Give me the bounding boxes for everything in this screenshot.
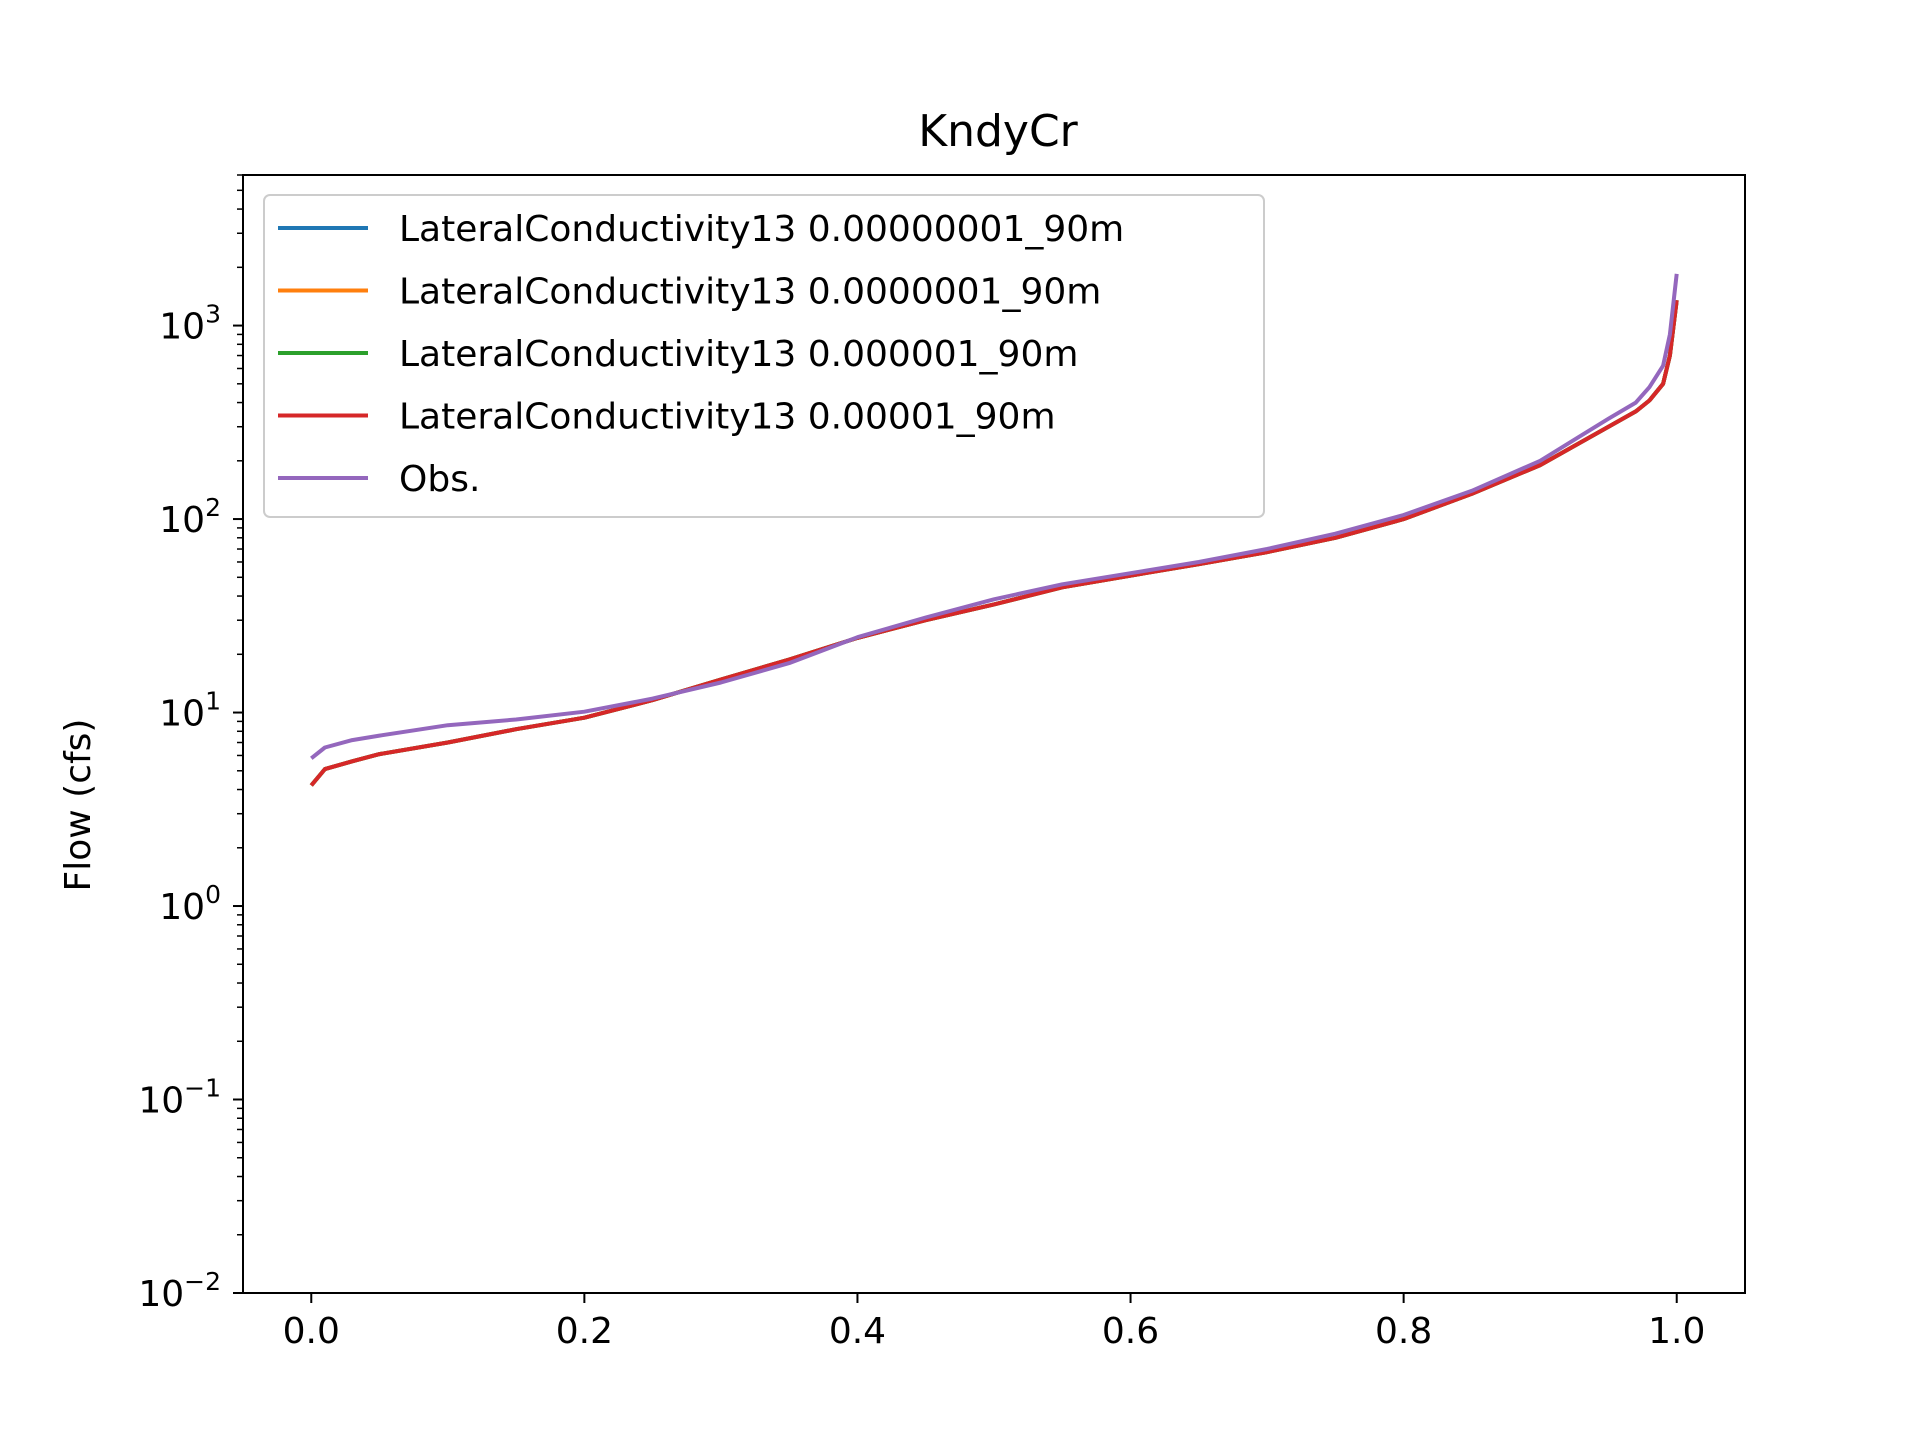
x-tick-label: 0.0 (283, 1311, 340, 1352)
y-tick-label: 101 (159, 687, 221, 735)
legend-label-5: Obs. (399, 459, 480, 500)
y-tick-label: 10−2 (138, 1267, 221, 1315)
x-tick-label: 0.4 (829, 1311, 886, 1352)
y-tick-label: 103 (159, 300, 221, 348)
legend-box (263, 194, 1265, 518)
x-tick-label: 0.6 (1102, 1311, 1159, 1352)
x-tick-label: 1.0 (1648, 1311, 1705, 1352)
legend-label-1: LateralConductivity13 0.00000001_90m (399, 209, 1124, 250)
x-tick-label: 0.2 (556, 1311, 613, 1352)
legend: LateralConductivity13 0.00000001_90m Late… (263, 194, 1265, 518)
plot-layer (309, 273, 1679, 787)
legend-label-3: LateralConductivity13 0.000001_90m (399, 334, 1078, 375)
y-tick-label: 102 (159, 493, 221, 541)
x-tick-label: 0.8 (1375, 1311, 1432, 1352)
chart-title: KndyCr (918, 106, 1078, 157)
y-axis-label: Flow (cfs) (58, 719, 99, 892)
series-line-4 (309, 300, 1679, 787)
legend-label-2: LateralConductivity13 0.0000001_90m (399, 272, 1101, 313)
legend-label-4: LateralConductivity13 0.00001_90m (399, 397, 1056, 438)
y-tick-label: 100 (159, 880, 221, 928)
axes-layer: 0.0 0.2 0.4 0.6 0.8 1.0 10−2 10−1 100 101 102 103 (138, 174, 1746, 1352)
series-line-5 (310, 273, 1679, 760)
y-tick-label: 10−1 (138, 1074, 221, 1122)
axes-frame (242, 174, 1746, 1294)
